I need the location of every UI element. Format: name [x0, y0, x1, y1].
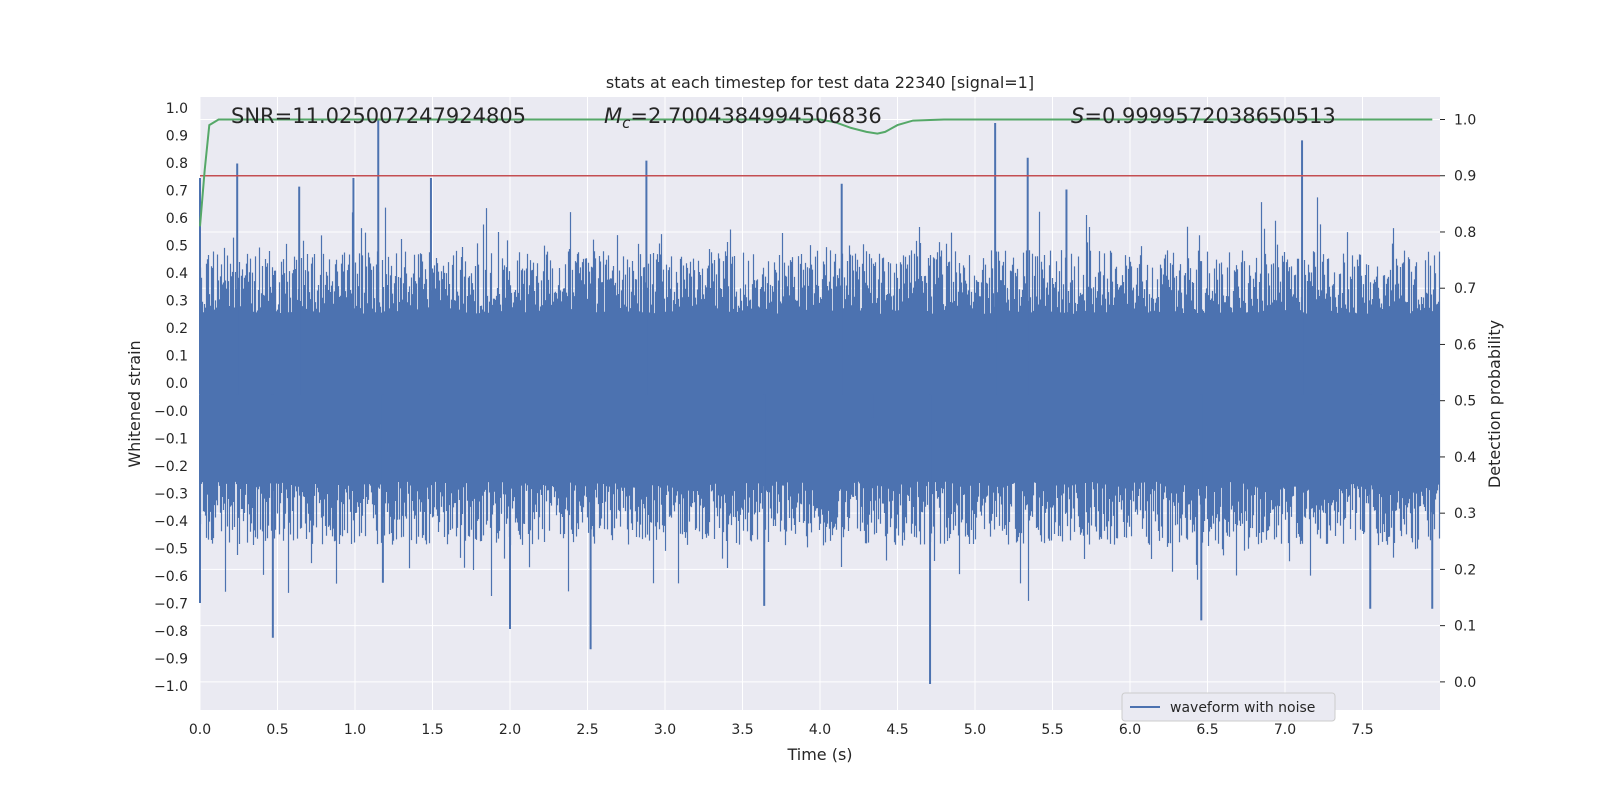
legend-label: waveform with noise [1170, 700, 1315, 716]
y-right-tick-label: 0.2 [1454, 562, 1476, 578]
x-tick-label: 2.0 [499, 722, 521, 738]
x-tick-label: 3.5 [731, 722, 753, 738]
y-right-tick-label: 0.8 [1454, 225, 1476, 241]
x-tick-label: 5.5 [1041, 722, 1063, 738]
x-tick-label: 2.5 [576, 722, 598, 738]
score-annotation: S=0.9999572038650513 [1071, 104, 1336, 128]
x-tick-label: 1.0 [344, 722, 366, 738]
x-tick-label: 4.5 [886, 722, 908, 738]
legend: waveform with noise [1121, 692, 1336, 722]
x-tick-label: 3.0 [654, 722, 676, 738]
x-tick-label: 1.5 [421, 722, 443, 738]
y-left-tick-label: −0.1 [154, 431, 188, 447]
y-left-tick-label: −1.0 [154, 679, 188, 695]
y-right-tick-label: 0.9 [1454, 169, 1476, 185]
x-tick-label: 6.0 [1119, 722, 1141, 738]
y-right-tick-label: 0.7 [1454, 281, 1476, 297]
y-left-tick-label: −0.0 [154, 404, 188, 420]
x-tick-label: 4.0 [809, 722, 831, 738]
y-left-tick-label: 0.4 [166, 266, 188, 282]
x-tick-label: 5.0 [964, 722, 986, 738]
y-left-tick-label: 0.6 [166, 211, 188, 227]
legend-box [1121, 692, 1336, 722]
x-tick-label: 0.5 [266, 722, 288, 738]
y-axis-left-title: Whitened strain [125, 340, 144, 467]
y-left-tick-label: −0.8 [154, 624, 188, 640]
y-left-tick-label: 0.8 [166, 156, 188, 172]
y-left-tick-label: −0.4 [154, 514, 188, 530]
y-right-tick-label: 0.1 [1454, 619, 1476, 635]
y-right-tick-label: 0.6 [1454, 337, 1476, 353]
y-left-tick-label: −0.6 [154, 569, 188, 585]
y-left-tick-label: −0.7 [154, 596, 188, 612]
y-left-tick-label: 0.1 [166, 349, 188, 365]
y-right-tick-label: 0.4 [1454, 450, 1476, 466]
y-left-tick-label: −0.2 [154, 459, 188, 475]
chirp-mass-subscript: c [622, 114, 631, 132]
probability-line [199, 118, 1433, 227]
chirp-mass-annotation: Mc=2.7004384994506836 [604, 104, 882, 132]
y-left-tick-label: 0.0 [166, 376, 188, 392]
y-left-tick-label: 0.7 [166, 184, 188, 200]
y-left-tick-label: −0.5 [154, 541, 188, 557]
y-right-tick-label: 1.0 [1454, 112, 1476, 128]
score-symbol: S [1071, 104, 1084, 128]
y-left-tick-label: 0.5 [166, 239, 188, 255]
y-left-tick-label: 0.2 [166, 321, 188, 337]
x-tick-label: 7.5 [1351, 722, 1373, 738]
chart-title: stats at each timestep for test data 223… [606, 73, 1034, 92]
y-right-tick-label: 0.3 [1454, 506, 1476, 522]
snr-annotation: SNR=11.025007247924805 [231, 104, 526, 128]
x-tick-label: 6.5 [1196, 722, 1218, 738]
waveform-series [199, 120, 1441, 684]
y-axis-right-title: Detection probability [1485, 320, 1504, 488]
y-left-tick-label: 0.9 [166, 129, 188, 145]
x-tick-label: 0.0 [189, 722, 211, 738]
y-left-tick-label: 0.3 [166, 294, 188, 310]
chirp-mass-symbol: M [604, 104, 622, 128]
score-value: =0.9999572038650513 [1084, 104, 1335, 128]
y-left-tick-label: 1.0 [166, 101, 188, 117]
y-right-tick-label: 0.5 [1454, 394, 1476, 410]
x-tick-label: 7.0 [1274, 722, 1296, 738]
y-right-tick-label: 0.0 [1454, 675, 1476, 691]
chirp-mass-value: =2.7004384994506836 [630, 104, 881, 128]
probability-series [199, 118, 1440, 227]
y-left-tick-label: −0.9 [154, 651, 188, 667]
y-left-tick-label: −0.3 [154, 486, 188, 502]
x-axis-title: Time (s) [786, 745, 852, 764]
axis-ticks: 0.0 0.5 1.0 1.5 2.0 2.5 3.0 3.5 4.0 4.5 5.0 5.5 6.0 6… [154, 101, 1476, 738]
